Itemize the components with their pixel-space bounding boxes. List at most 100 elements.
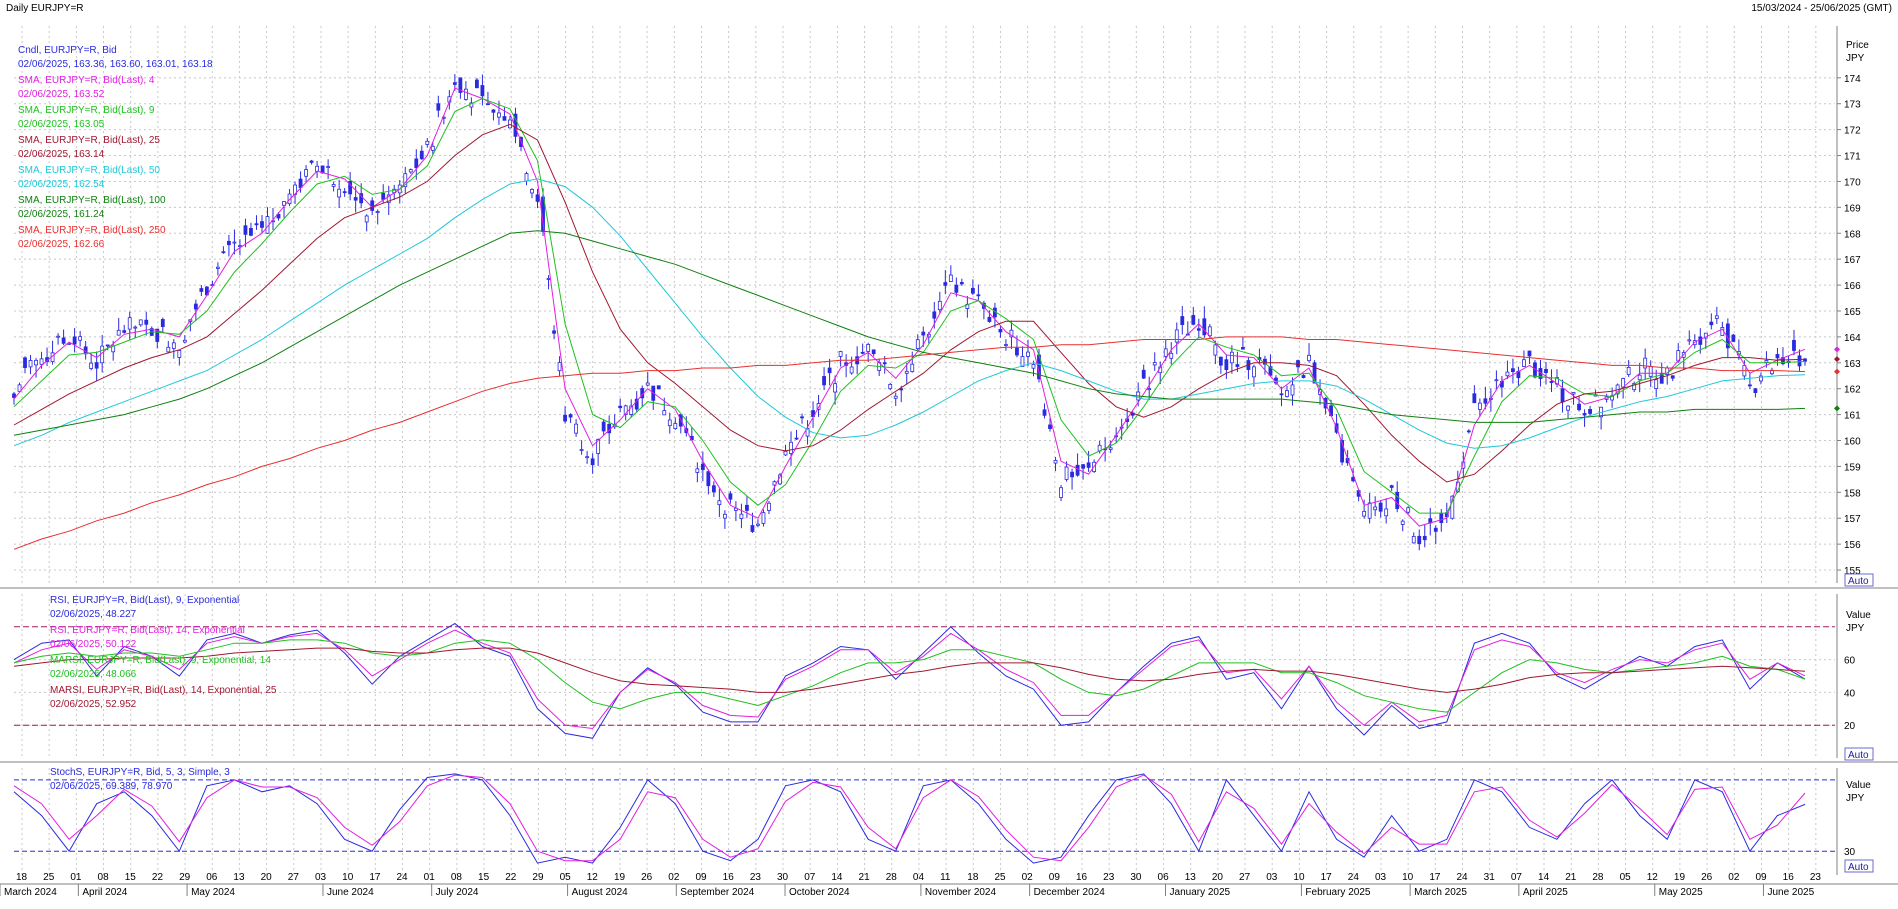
price-tick-label: 170	[1844, 177, 1861, 188]
price-legend-value: 02/06/2025, 163.52	[18, 89, 105, 100]
candle-body	[767, 502, 771, 511]
candle-body	[849, 366, 854, 374]
x-tick-label: 16	[1783, 872, 1795, 883]
candle-body	[458, 77, 463, 93]
candle-body	[364, 215, 369, 223]
candle-body	[1141, 369, 1146, 379]
x-tick-label: 25	[994, 872, 1006, 883]
candle-body	[408, 169, 413, 173]
candle-body	[463, 88, 468, 100]
candle-body	[1577, 403, 1581, 411]
candle-body	[491, 109, 496, 113]
candle-body	[954, 284, 959, 293]
price-tick-label: 162	[1844, 385, 1861, 396]
rsi-tick-label: 60	[1844, 656, 1856, 667]
candle-body	[1389, 485, 1394, 488]
candle-body	[1714, 315, 1719, 319]
candle-body	[227, 240, 231, 246]
candle-body	[282, 201, 286, 206]
candle-body	[1747, 384, 1752, 387]
candle-body	[1477, 402, 1482, 410]
stoch-tick-label: 30	[1844, 847, 1856, 858]
price-marks	[12, 74, 1807, 551]
candle-body	[304, 169, 308, 177]
price-tick-label: 171	[1844, 152, 1861, 163]
x-tick-label: 06	[206, 872, 218, 883]
x-month-label: May 2024	[191, 887, 235, 898]
candle-body	[475, 79, 479, 89]
candle-body	[105, 344, 110, 347]
candle-body	[1180, 316, 1185, 325]
candle-body	[1400, 520, 1405, 525]
candle-body	[1279, 393, 1284, 396]
candle-body	[486, 103, 490, 106]
candle-body	[326, 166, 331, 168]
x-tick-label: 21	[859, 872, 871, 883]
candle-body	[1004, 344, 1008, 346]
candle-body	[1670, 375, 1675, 379]
candle-body	[94, 362, 99, 369]
candle-body	[1731, 334, 1736, 342]
price-tick-label: 161	[1844, 411, 1861, 422]
candle-body	[970, 287, 975, 294]
candle-body	[232, 241, 237, 244]
rsi-axis: 20 40 60	[1836, 594, 1856, 758]
last-value-marker	[1834, 346, 1840, 353]
date-range: 15/03/2024 - 25/06/2025 (GMT)	[1751, 3, 1892, 14]
x-tick-label: 05	[1620, 872, 1632, 883]
x-tick-label: 17	[1321, 872, 1333, 883]
candle-body	[182, 339, 187, 343]
sma-line-sma-4	[13, 87, 1806, 527]
x-tick-label: 19	[614, 872, 626, 883]
candle-body	[722, 513, 727, 519]
candle-body	[948, 274, 953, 282]
x-tick-label: 12	[1647, 872, 1659, 883]
candle-body	[1196, 328, 1201, 331]
x-tick-label: 17	[369, 872, 381, 883]
stochastic-auto-button[interactable]: Auto	[1844, 859, 1874, 873]
candle-body	[1252, 366, 1256, 378]
candle-body	[700, 463, 705, 471]
candle-body	[535, 194, 540, 202]
x-tick-label: 05	[560, 872, 572, 883]
candle-body	[249, 228, 253, 236]
price-legend-name: SMA, EURJPY=R, Bid(Last), 250	[18, 225, 166, 236]
rsi-auto-label: Auto	[1848, 750, 1869, 761]
candle-body	[976, 294, 981, 297]
chart-canvas[interactable]: 155 156 157 158 159 160 161 162 163 164 165 166 167 1…	[0, 18, 1898, 909]
rsi-auto-button[interactable]: Auto	[1844, 747, 1874, 761]
candle-body	[888, 384, 893, 390]
candle-body	[1048, 424, 1052, 430]
x-month-label: June 2024	[327, 887, 374, 898]
candle-body	[78, 336, 83, 341]
candle-body	[822, 376, 826, 386]
price-panel[interactable]: 155 156 157 158 159 160 161 162 163 164 165 166 167 1…	[12, 26, 1862, 583]
candle-body	[552, 330, 556, 334]
candle-body	[298, 178, 303, 188]
candle-body	[1422, 535, 1427, 541]
x-tick-label: 11	[940, 872, 951, 883]
candle-body	[557, 362, 562, 372]
candle-body	[1384, 508, 1389, 517]
candle-body	[904, 370, 909, 374]
candle-body	[1064, 466, 1069, 480]
stochastic-panel[interactable]: 30	[13, 768, 1856, 875]
candle-body	[348, 181, 353, 195]
candle-body	[56, 335, 60, 338]
x-month-label: August 2024	[572, 887, 629, 898]
candle-body	[72, 336, 77, 345]
price-auto-button[interactable]: Auto	[1844, 573, 1874, 587]
candle-body	[1406, 507, 1411, 513]
x-month-label: March 2025	[1414, 887, 1467, 898]
rsi-panel[interactable]: 20 40 60	[13, 594, 1856, 758]
x-tick-label: 23	[750, 872, 762, 883]
candle-body	[1803, 358, 1807, 362]
candle-body	[1643, 357, 1648, 369]
candle-body	[563, 414, 567, 422]
x-tick-label: 16	[1076, 872, 1088, 883]
candle-body	[116, 329, 121, 336]
x-tick-label: 26	[1701, 872, 1713, 883]
candle-body	[623, 405, 628, 416]
x-tick-label: 18	[967, 872, 979, 883]
x-tick-label: 01	[70, 872, 82, 883]
